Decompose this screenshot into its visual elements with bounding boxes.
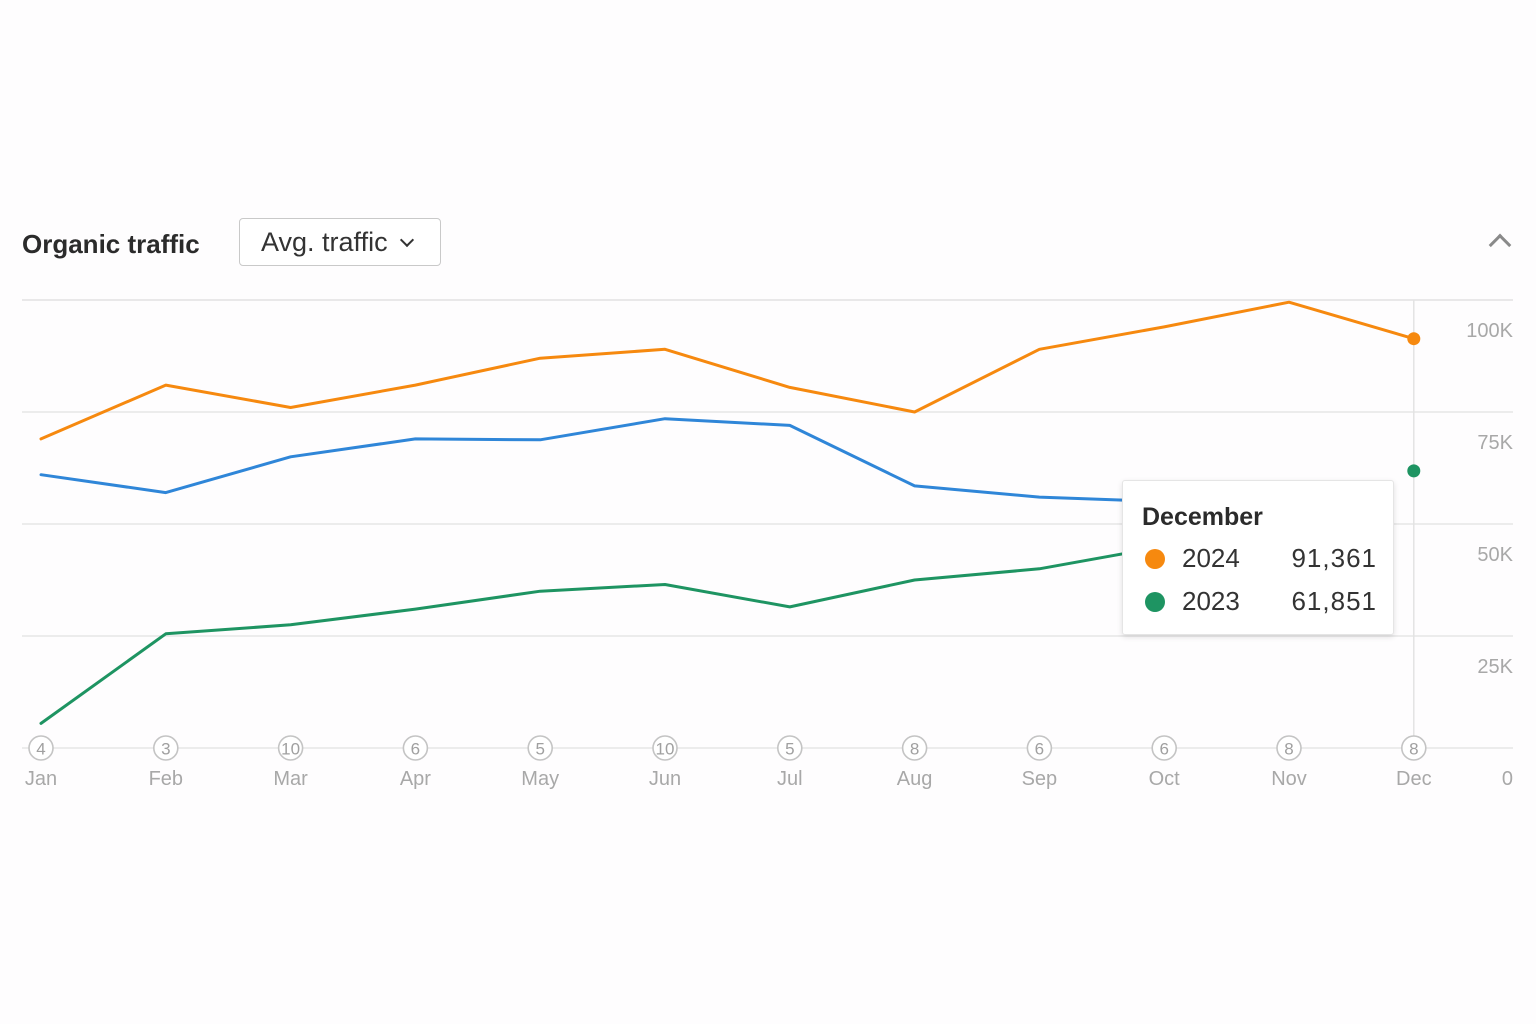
x-tick-label: Dec	[1396, 768, 1432, 790]
x-tick-label: Oct	[1149, 768, 1181, 790]
chart-tooltip: December 2024 91,361 2023 61,851	[1122, 480, 1394, 635]
data-point-2023	[1407, 464, 1421, 478]
annotation-count: 8	[910, 740, 919, 759]
annotation-count: 6	[1035, 740, 1044, 759]
annotation-marker	[153, 735, 179, 761]
annotation-count: 10	[656, 740, 675, 759]
legend-dot-2024	[1145, 549, 1165, 569]
tooltip-year: 2024	[1182, 543, 1240, 573]
x-tick-label: Jan	[25, 768, 57, 790]
annotation-count: 10	[281, 740, 300, 759]
y-tick-label: 100K	[1466, 320, 1513, 342]
chart-title: Organic traffic	[22, 229, 200, 259]
annotation-count: 5	[535, 740, 544, 759]
x-tick-label: May	[521, 768, 559, 790]
metric-dropdown[interactable]: Avg. traffic	[239, 218, 441, 266]
legend-dot-2023	[1145, 592, 1165, 612]
annotation-marker	[28, 735, 54, 761]
annotation-count: 5	[785, 740, 794, 759]
x-tick-label: Feb	[149, 768, 183, 790]
x-tick-label: Apr	[400, 768, 431, 790]
tooltip-month: December	[1142, 503, 1263, 531]
chart-header: Organic traffic Avg. traffic	[22, 218, 1512, 268]
y-tick-label: 25K	[1477, 656, 1513, 678]
annotation-marker	[1151, 735, 1177, 761]
annotation-count: 8	[1409, 740, 1418, 759]
tooltip-value: 61,851	[1291, 586, 1377, 616]
x-tick-label: Nov	[1271, 768, 1307, 790]
x-tick-label: Aug	[897, 768, 933, 790]
annotation-marker	[527, 735, 554, 761]
tooltip-value: 91,361	[1291, 543, 1377, 573]
x-tick-label: Jul	[777, 768, 803, 790]
annotation-count: 3	[161, 740, 170, 759]
tooltip-row: 2024 91,361	[1145, 543, 1377, 573]
annotation-marker	[776, 735, 803, 761]
annotation-count: 4	[36, 740, 45, 759]
annotation-count: 6	[1159, 740, 1168, 759]
tooltip-row: 2023 61,851	[1145, 586, 1377, 616]
annotation-marker	[277, 735, 304, 761]
x-tick-label: Jun	[649, 768, 681, 790]
annotation-marker	[652, 735, 678, 761]
annotation-marker	[1026, 735, 1053, 761]
series-line-2024	[39, 300, 1416, 441]
series-line-series-1	[39, 417, 1166, 504]
x-tick-label: Sep	[1022, 768, 1058, 790]
annotation-count: 8	[1284, 740, 1293, 759]
metric-dropdown-label: Avg. traffic	[261, 226, 388, 257]
y-tick-label: 50K	[1477, 544, 1513, 566]
x-tick-label: Mar	[273, 768, 308, 790]
y-tick-label: 75K	[1477, 432, 1513, 454]
annotation-marker	[1401, 735, 1427, 761]
data-point-2024	[1407, 332, 1421, 346]
annotation-count: 6	[411, 740, 420, 759]
annotation-marker	[1276, 735, 1302, 761]
y-tick-label: 0	[1502, 768, 1513, 790]
annotation-marker	[901, 735, 928, 761]
annotation-marker	[402, 735, 429, 761]
tooltip-year: 2023	[1182, 586, 1240, 616]
